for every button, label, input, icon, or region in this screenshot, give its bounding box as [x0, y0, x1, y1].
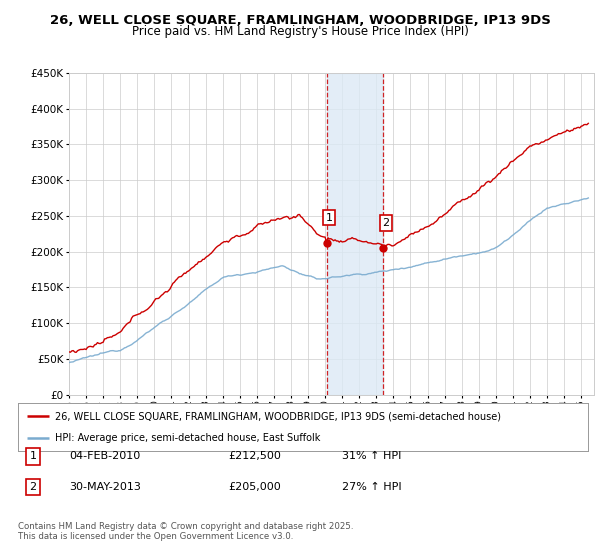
Text: 1: 1 — [29, 451, 37, 461]
Text: Price paid vs. HM Land Registry's House Price Index (HPI): Price paid vs. HM Land Registry's House … — [131, 25, 469, 38]
Text: 31% ↑ HPI: 31% ↑ HPI — [342, 451, 401, 461]
Bar — [326, 73, 383, 395]
Text: 30-MAY-2013: 30-MAY-2013 — [69, 482, 141, 492]
Text: Contains HM Land Registry data © Crown copyright and database right 2025.
This d: Contains HM Land Registry data © Crown c… — [18, 522, 353, 542]
Text: £212,500: £212,500 — [228, 451, 281, 461]
Text: 2: 2 — [382, 218, 389, 228]
Text: 04-FEB-2010: 04-FEB-2010 — [69, 451, 140, 461]
Text: 2: 2 — [29, 482, 37, 492]
Text: 26, WELL CLOSE SQUARE, FRAMLINGHAM, WOODBRIDGE, IP13 9DS: 26, WELL CLOSE SQUARE, FRAMLINGHAM, WOOD… — [50, 14, 550, 27]
Text: £205,000: £205,000 — [228, 482, 281, 492]
Text: 27% ↑ HPI: 27% ↑ HPI — [342, 482, 401, 492]
Text: 26, WELL CLOSE SQUARE, FRAMLINGHAM, WOODBRIDGE, IP13 9DS (semi-detached house): 26, WELL CLOSE SQUARE, FRAMLINGHAM, WOOD… — [55, 411, 501, 421]
Text: 1: 1 — [326, 213, 332, 223]
Text: HPI: Average price, semi-detached house, East Suffolk: HPI: Average price, semi-detached house,… — [55, 433, 320, 443]
